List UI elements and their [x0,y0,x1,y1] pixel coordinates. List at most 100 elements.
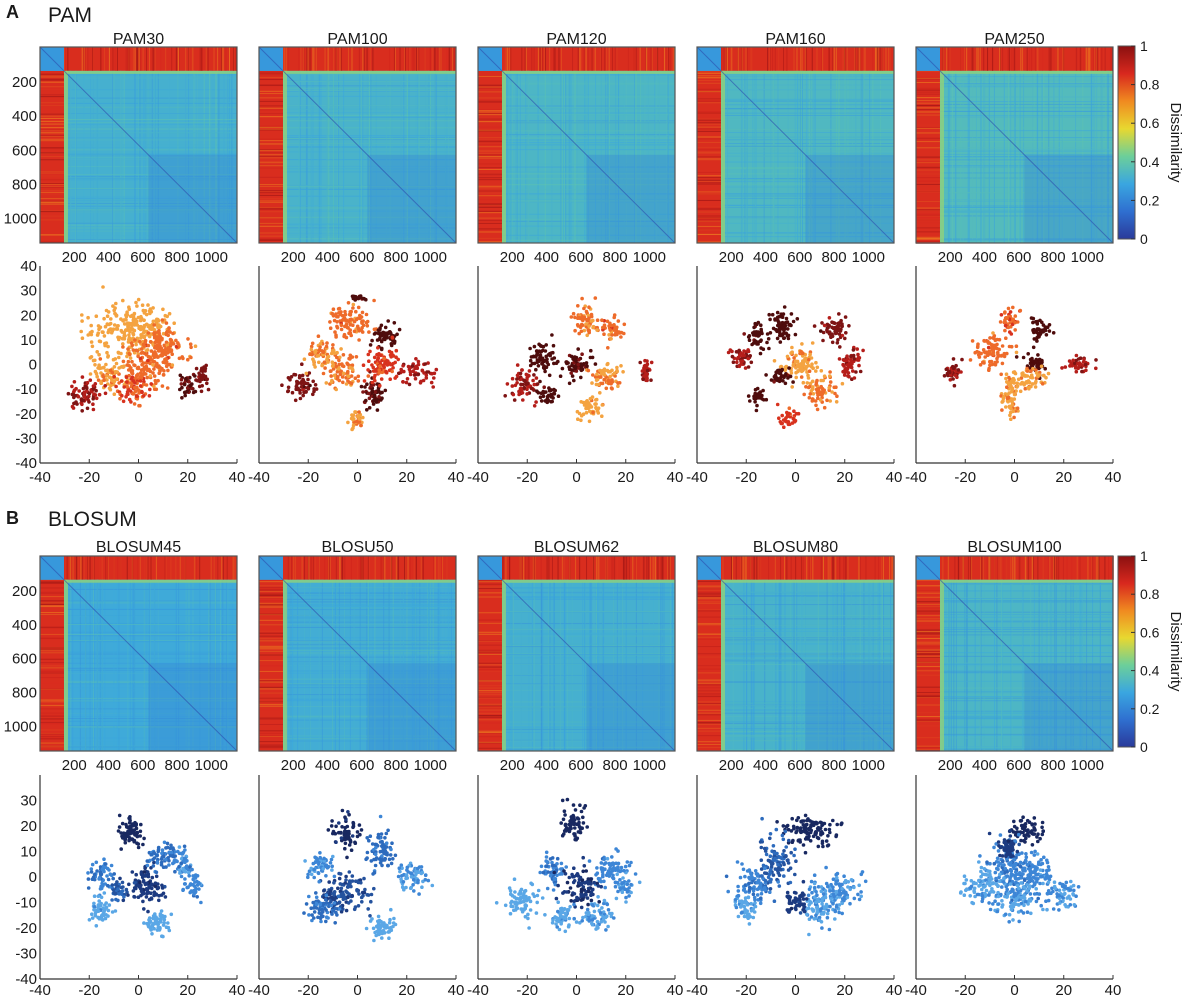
scatter-point [72,380,77,384]
scatter-point [1013,314,1018,318]
heatmap-x-tick-label: 600 [349,249,374,266]
scatter-point [815,407,820,412]
scatter-point [579,418,583,423]
heatmap-texture [939,199,1113,201]
heatmap-texture [863,70,865,243]
heatmap-stripe [916,215,940,217]
heatmap-stripe [643,556,645,580]
heatmap-stripe [40,190,64,192]
scatter-point [98,325,103,330]
heatmap-stripe [697,119,721,121]
heatmap-stripe [225,47,227,71]
scatter-point [842,373,847,377]
heatmap-stripe [153,47,155,71]
heatmap-stripe [137,556,139,580]
heatmap-stripe [40,647,64,649]
heatmap-texture [154,70,156,243]
heatmap-stripe [478,580,502,582]
scatter-point [602,372,607,377]
heatmap-stripe [697,240,721,242]
scatter-point [841,369,845,374]
heatmap-stripe [889,47,891,71]
scatter-point [649,378,653,383]
heatmap-stripe [448,47,450,71]
heatmap-stripe [478,231,502,233]
heatmap-texture [79,579,81,751]
heatmap-texture [813,70,815,243]
scatter-point [372,355,377,360]
scatter-point [357,410,361,414]
heatmap-stripe [259,152,283,154]
scatter-point [331,343,335,347]
scatter-point [329,380,334,384]
scatter-point [1031,316,1036,321]
scatter-point [952,383,957,388]
scatter-point [376,356,381,361]
heatmap-stripe [40,86,64,88]
heatmap-stripe [478,212,502,214]
scatter-point [819,329,823,333]
scatter-point [166,333,170,338]
scatter-point [165,314,169,319]
heatmap-texture [282,79,456,81]
heatmap-stripe [548,556,550,580]
heatmap-x-tick-label: 1000 [852,249,885,266]
heatmap-stripe [478,188,502,190]
scatter-point [152,387,157,392]
scatter-point [322,360,327,365]
heatmap-texture [939,103,1113,105]
heatmap-stripe [478,619,502,621]
heatmap-stripe [916,177,940,179]
scatter-point [754,408,759,413]
heatmap-texture [861,70,863,243]
scatter-point [542,391,546,395]
scatter-point [170,352,174,357]
heatmap-stripe [259,150,283,152]
scatter-point [370,380,375,385]
scatter-point [804,366,808,371]
scatter-point [144,349,149,353]
scatter-point [125,322,129,326]
heatmap-stripe [40,148,64,150]
scatter-point [527,374,531,378]
heatmap-stripe [287,556,289,580]
scatter-point [94,388,98,393]
scatter-point [1009,381,1013,385]
scatter-point [520,368,524,372]
scatter-point [137,388,141,393]
scatter-point [141,394,146,398]
heatmap-texture [151,70,153,243]
heatmap-texture [63,149,238,151]
scatter-point [118,396,122,401]
heatmap-stripe [327,47,329,71]
heatmap-texture [799,70,801,243]
heatmap-stripe [324,556,326,580]
heatmap-texture [305,70,307,243]
scatter-point [811,392,816,396]
scatter-point [756,320,761,325]
heatmap-texture [1062,70,1064,243]
scatter-point [119,317,123,321]
heatmap-stripe [40,712,64,714]
heatmap-stripe [329,47,331,71]
heatmap-stripe [916,102,940,104]
heatmap-stripe [478,220,502,222]
heatmap-x-tick-label: 600 [349,757,374,774]
scatter-point [130,343,135,348]
heatmap-x-tick-label: 600 [1006,249,1031,266]
scatter-point [998,320,1003,324]
scatter-point [70,392,75,397]
heatmap-texture [639,70,641,243]
scatter-point [810,341,815,345]
heatmap-stripe [40,139,64,141]
heatmap-stripe [811,47,813,71]
heatmap-stripe [478,714,502,716]
scatter-point [798,366,802,370]
heatmap-stripe [437,47,439,71]
heatmap-stripe [83,47,85,71]
heatmap-texture [203,70,205,243]
heatmap-boundary-band [939,70,1113,74]
heatmap-stripe [259,201,283,203]
heatmap-texture [1036,70,1038,243]
scatter-point [94,396,99,401]
